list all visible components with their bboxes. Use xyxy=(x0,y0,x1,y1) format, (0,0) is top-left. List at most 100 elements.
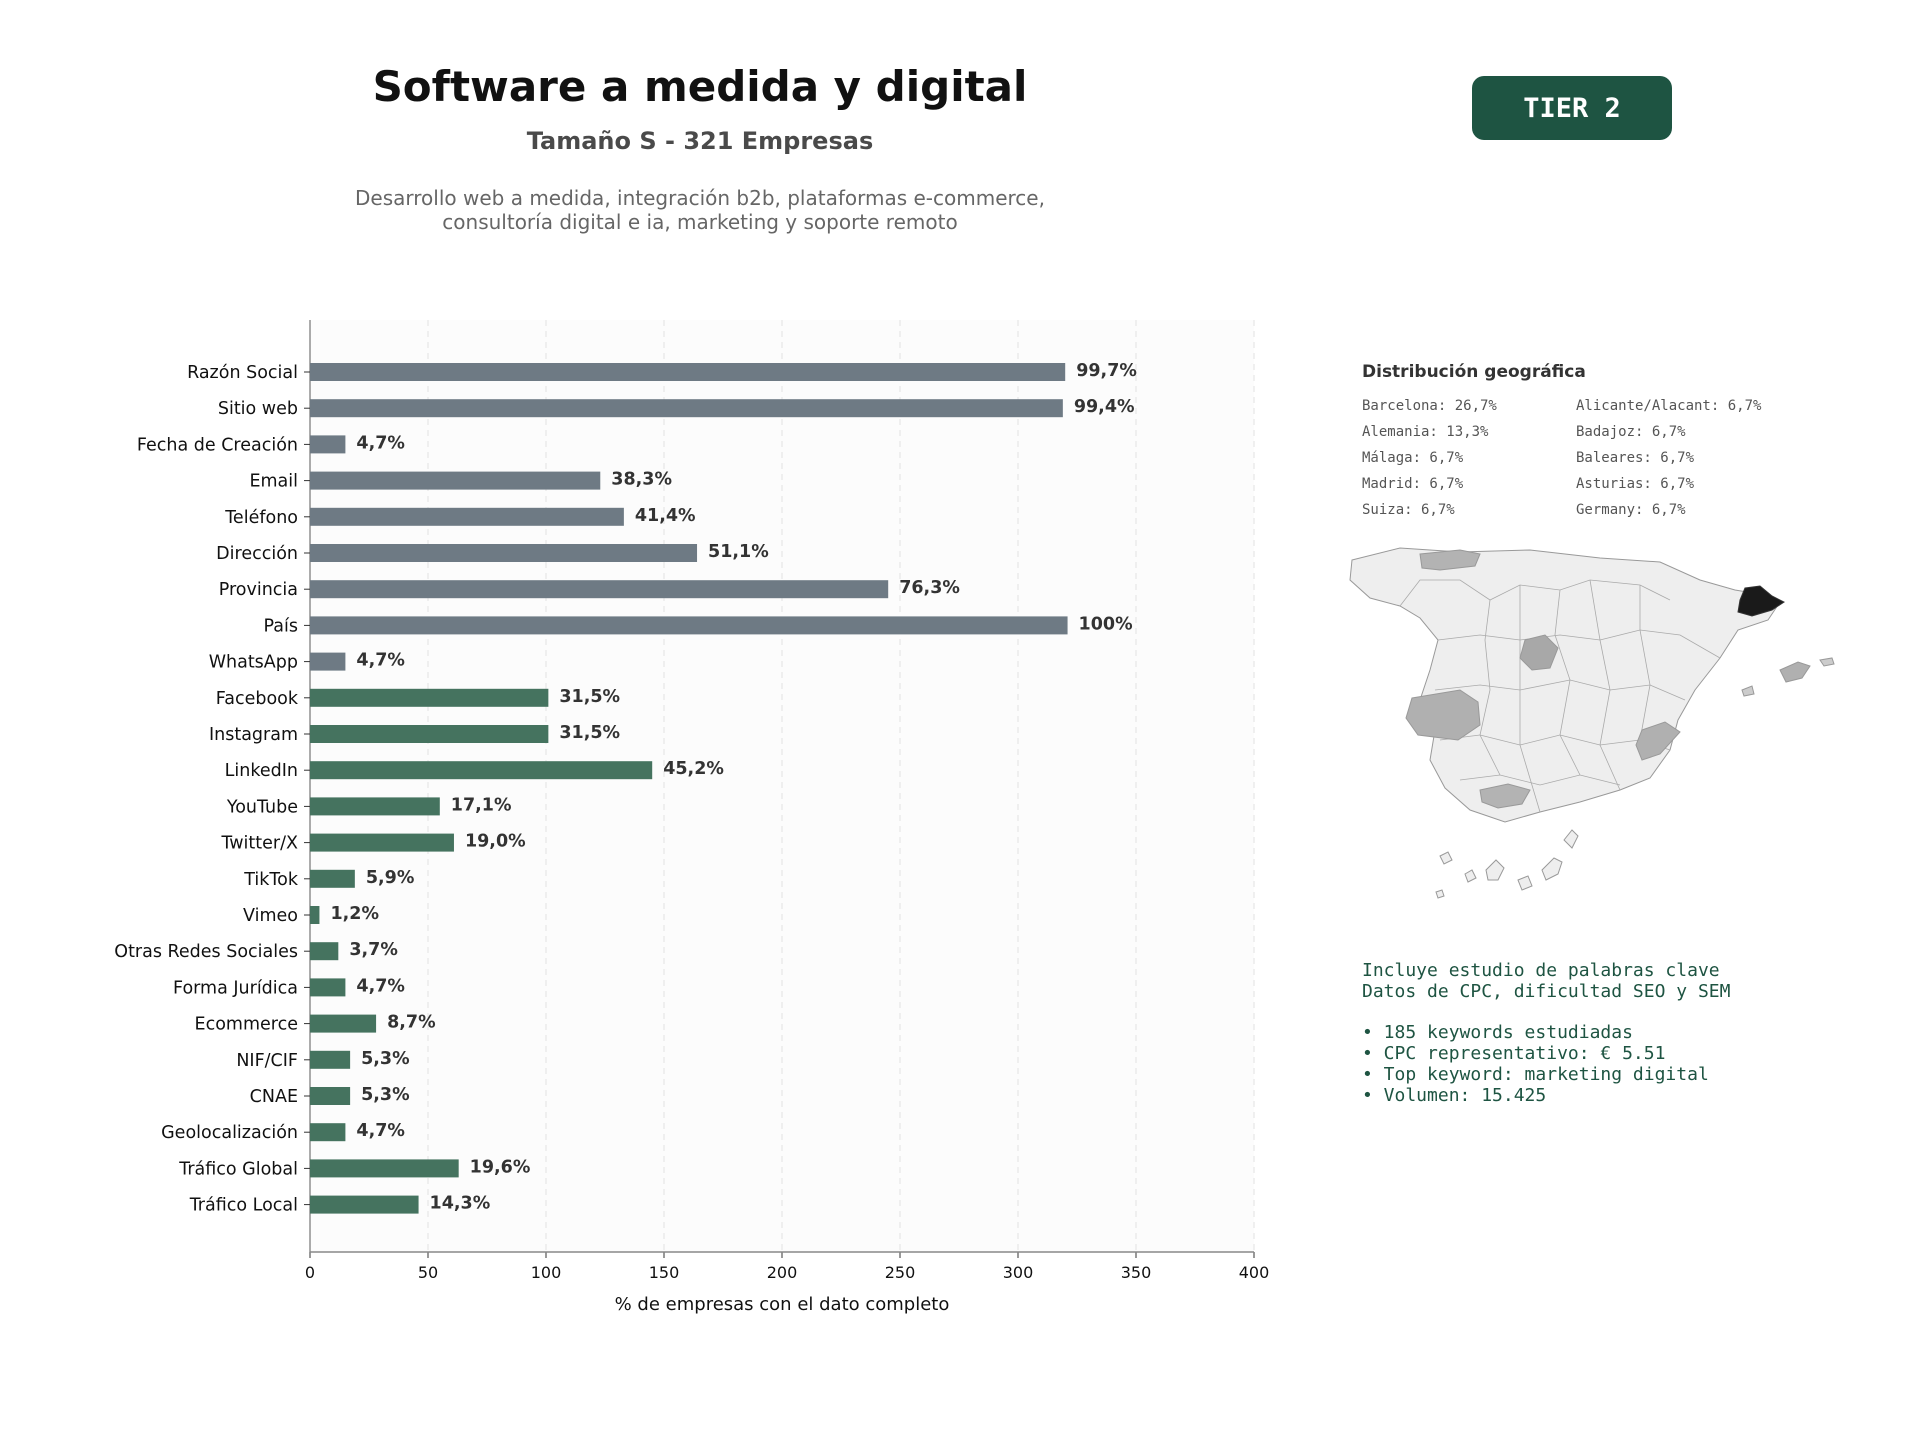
data-label: 4,7% xyxy=(356,651,405,671)
data-label: 51,1% xyxy=(708,542,769,562)
map-region-badajoz xyxy=(1405,689,1481,741)
map-region-madrid xyxy=(1519,634,1559,671)
map-region-alicante xyxy=(1635,721,1681,761)
category-label: Razón Social xyxy=(187,363,298,383)
tier-badge: TIER 2 xyxy=(1472,76,1672,140)
category-label: País xyxy=(264,616,298,636)
bar xyxy=(310,363,1066,381)
sector-description: Desarrollo web a medida, integración b2b… xyxy=(0,186,1400,234)
map-region-barcelona xyxy=(1737,585,1785,617)
map-canary-islands xyxy=(1435,829,1579,899)
category-label: Email xyxy=(249,472,298,492)
map-region-malaga xyxy=(1479,783,1531,809)
bar xyxy=(310,761,653,780)
map-region-baleares xyxy=(1779,661,1811,683)
data-label: 99,7% xyxy=(1076,361,1137,381)
page-subtitle: Tamaño S - 321 Empresas xyxy=(526,127,874,155)
bar xyxy=(310,507,624,526)
map-region-asturias xyxy=(1419,549,1481,571)
x-tick-label: 350 xyxy=(1121,1263,1152,1282)
category-label: Ecommerce xyxy=(195,1015,298,1035)
geo-item: Alemania: 13,3% xyxy=(1362,424,1489,440)
category-label: Teléfono xyxy=(224,508,298,528)
x-tick-label: 400 xyxy=(1239,1263,1270,1282)
bar xyxy=(310,399,1063,418)
data-label: 76,3% xyxy=(899,578,960,598)
bar xyxy=(310,942,339,961)
category-label: WhatsApp xyxy=(209,653,298,673)
geo-item: Germany: 6,7% xyxy=(1576,502,1686,518)
data-label: 45,2% xyxy=(663,759,724,779)
category-label: Otras Redes Sociales xyxy=(114,942,298,962)
data-label: 4,7% xyxy=(356,976,405,996)
geo-item: Barcelona: 26,7% xyxy=(1362,398,1497,414)
x-tick-label: 0 xyxy=(305,1263,315,1282)
category-label: Twitter/X xyxy=(220,834,298,854)
bar xyxy=(310,1014,377,1033)
category-label: Dirección xyxy=(216,544,298,564)
geo-item: Baleares: 6,7% xyxy=(1576,450,1695,466)
map-mainland xyxy=(1349,547,1781,823)
bar xyxy=(310,869,355,888)
category-label: Forma Jurídica xyxy=(173,978,298,998)
data-label: 4,7% xyxy=(356,1121,405,1141)
geo-item: Madrid: 6,7% xyxy=(1362,476,1464,492)
bar xyxy=(310,471,601,490)
category-label: Facebook xyxy=(216,689,299,709)
data-label: 99,4% xyxy=(1074,397,1135,417)
keywords-bullet: • Volumen: 15.425 xyxy=(1362,1085,1547,1106)
bar xyxy=(310,580,889,599)
data-label: 31,5% xyxy=(559,687,620,707)
data-label: 41,4% xyxy=(635,506,696,526)
bar xyxy=(310,1123,346,1142)
category-label: Sitio web xyxy=(218,399,298,419)
geo-item: Suiza: 6,7% xyxy=(1362,502,1455,518)
map-region-ibiza xyxy=(1741,685,1755,697)
description-line-1: Desarrollo web a medida, integración b2b… xyxy=(355,186,1045,210)
data-label: 5,9% xyxy=(366,868,415,888)
category-label: NIF/CIF xyxy=(236,1051,298,1071)
data-label: 5,3% xyxy=(361,1085,410,1105)
bar xyxy=(310,616,1068,635)
geo-item: Málaga: 6,7% xyxy=(1362,450,1464,466)
spain-map xyxy=(1349,547,1835,899)
category-label: Geolocalización xyxy=(161,1123,298,1143)
data-label: 19,6% xyxy=(470,1157,531,1177)
x-tick-label: 150 xyxy=(649,1263,680,1282)
page-title: Software a medida y digital xyxy=(372,62,1028,111)
description-line-2: consultoría digital e ia, marketing y so… xyxy=(442,210,958,234)
geo-item: Alicante/Alacant: 6,7% xyxy=(1576,398,1762,414)
data-label: 1,2% xyxy=(330,904,379,924)
category-label: Fecha de Creación xyxy=(137,435,298,455)
bar xyxy=(310,1050,351,1069)
category-label: LinkedIn xyxy=(225,761,298,781)
data-label: 5,3% xyxy=(361,1049,410,1069)
bar xyxy=(310,978,346,997)
bar xyxy=(310,1087,351,1105)
bar xyxy=(310,1195,419,1214)
bar xyxy=(310,833,454,852)
data-label: 19,0% xyxy=(465,832,526,852)
category-label: Vimeo xyxy=(243,906,298,926)
keywords-line-1: Incluye estudio de palabras clave xyxy=(1362,960,1720,981)
x-tick-label: 200 xyxy=(767,1263,798,1282)
keywords-panel: Incluye estudio de palabras clave Datos … xyxy=(1362,960,1882,1106)
data-label: 17,1% xyxy=(451,795,512,815)
data-label: 4,7% xyxy=(356,433,405,453)
data-label: 38,3% xyxy=(611,470,672,490)
bar xyxy=(310,906,320,924)
keywords-bullet: • Top keyword: marketing digital xyxy=(1362,1064,1709,1085)
data-label: 100% xyxy=(1079,614,1133,634)
data-label: 8,7% xyxy=(387,1013,436,1033)
keywords-bullet: • 185 keywords estudiadas xyxy=(1362,1022,1633,1043)
data-label: 14,3% xyxy=(430,1194,491,1214)
category-label: Instagram xyxy=(209,725,298,745)
category-label: Provincia xyxy=(219,580,298,600)
map-province-borders xyxy=(1399,579,1721,813)
category-label: TikTok xyxy=(243,870,299,890)
bar xyxy=(310,652,346,671)
geo-item: Badajoz: 6,7% xyxy=(1576,424,1686,440)
x-tick-label: 100 xyxy=(531,1263,562,1282)
data-label: 31,5% xyxy=(559,723,620,743)
